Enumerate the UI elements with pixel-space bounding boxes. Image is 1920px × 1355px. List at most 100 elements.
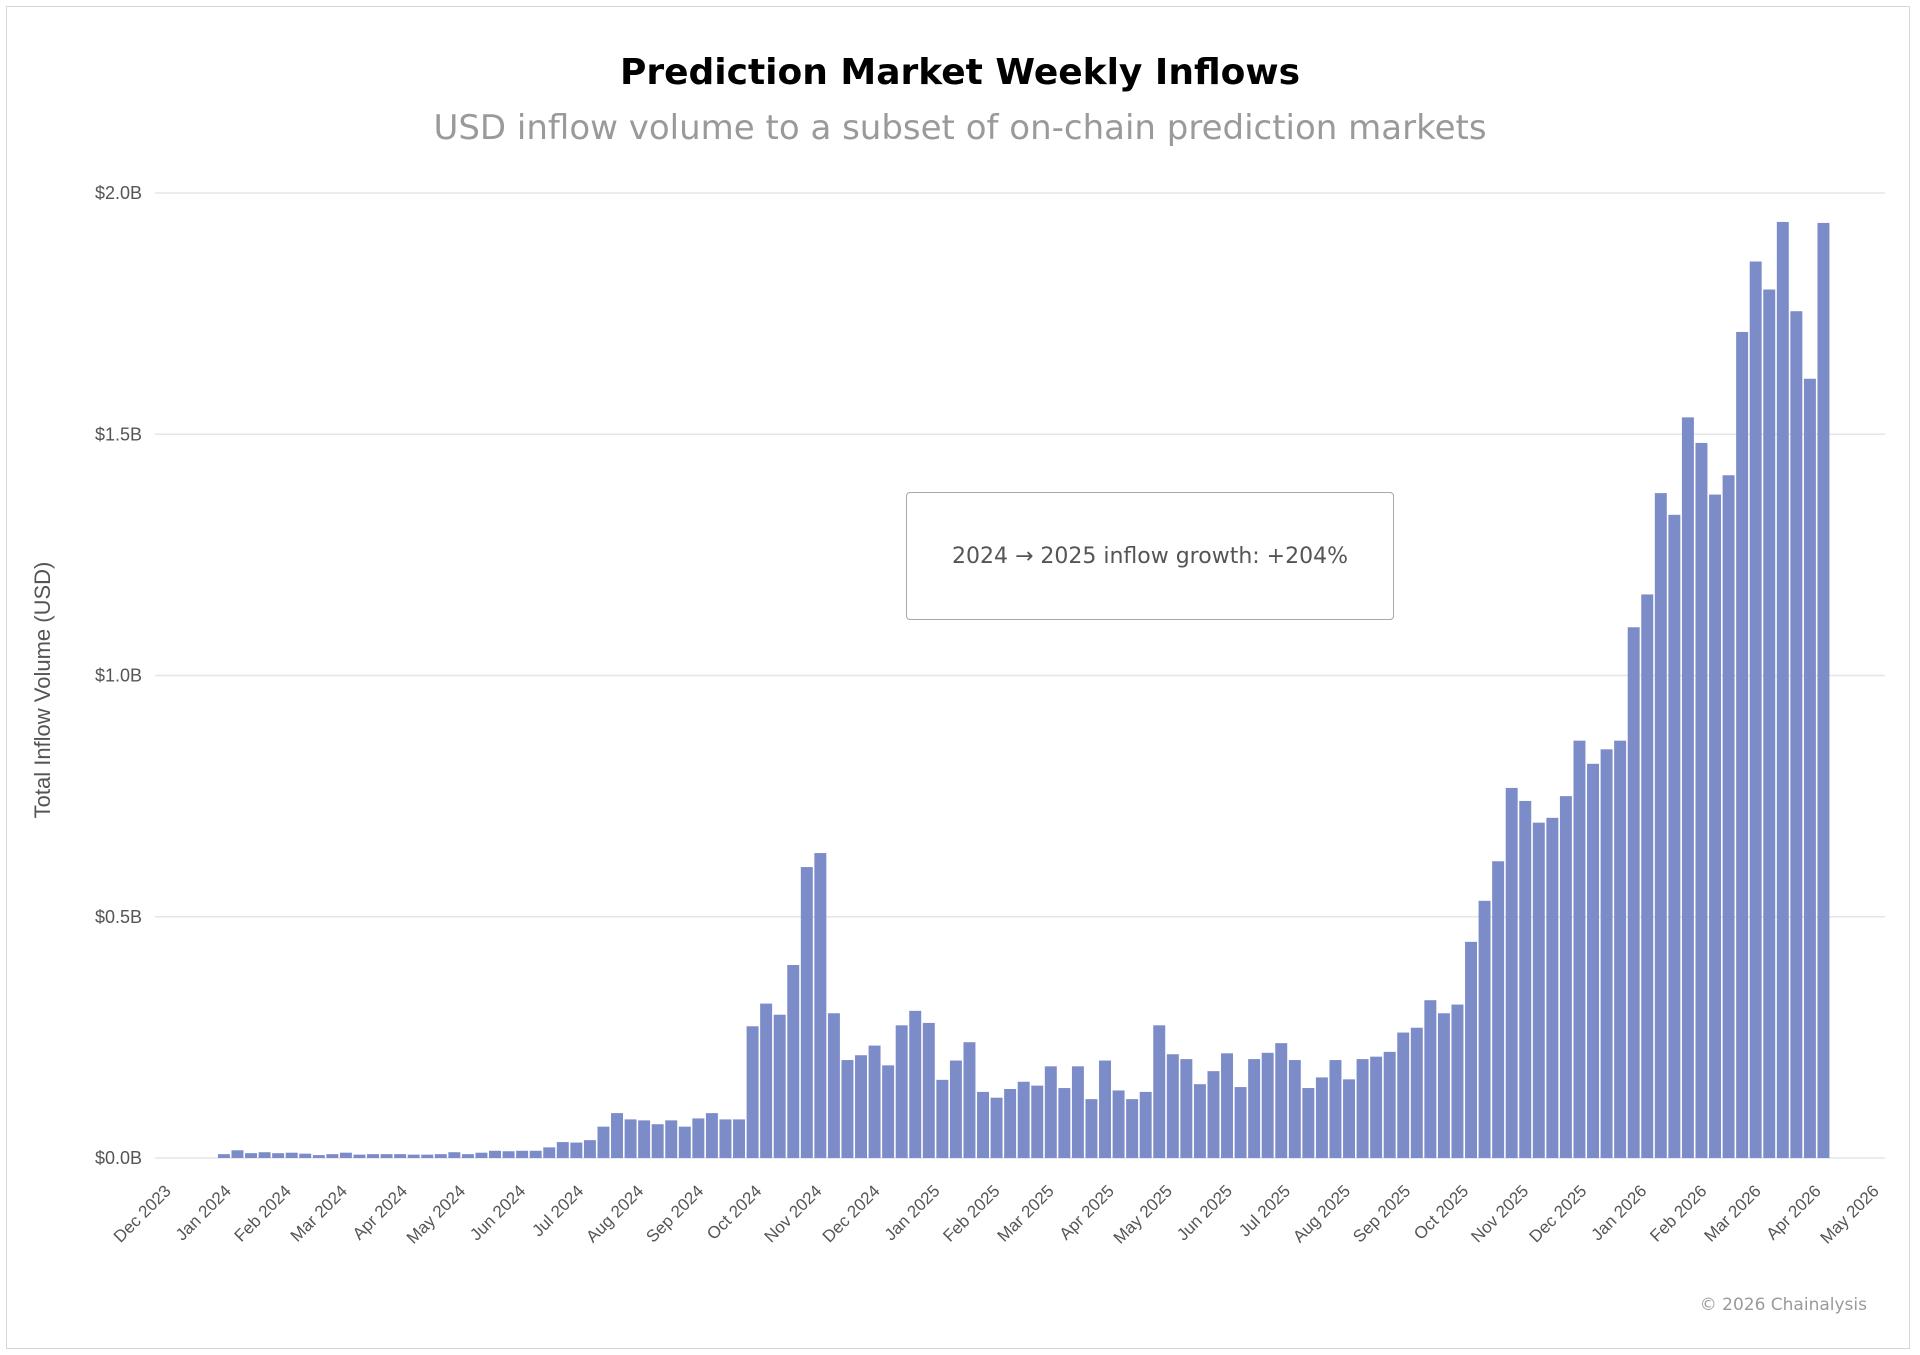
x-tick-label: Dec 2023 xyxy=(110,1181,175,1246)
bar xyxy=(1749,261,1762,1158)
bar xyxy=(882,1065,895,1158)
bar xyxy=(1139,1091,1152,1158)
x-tick-label: Dec 2024 xyxy=(819,1181,884,1246)
x-tick-label: May 2025 xyxy=(1110,1181,1176,1247)
bar xyxy=(1248,1059,1261,1158)
bar xyxy=(1465,941,1477,1158)
bar xyxy=(448,1152,461,1158)
bar xyxy=(624,1119,637,1158)
bar xyxy=(1288,1060,1301,1158)
x-tick-label: Dec 2025 xyxy=(1526,1181,1591,1246)
bar xyxy=(1112,1090,1125,1158)
x-tick-label: Feb 2025 xyxy=(939,1181,1003,1245)
bar xyxy=(1017,1081,1030,1158)
bar xyxy=(299,1153,312,1158)
bar xyxy=(489,1150,501,1158)
bar xyxy=(1573,740,1586,1158)
bar xyxy=(1166,1054,1179,1158)
y-tick-label: $1.0B xyxy=(95,666,142,686)
bar xyxy=(1343,1079,1355,1158)
bar xyxy=(1559,796,1572,1159)
x-tick-label: May 2026 xyxy=(1817,1181,1883,1247)
bar xyxy=(1478,900,1491,1158)
bar xyxy=(1085,1099,1098,1158)
bar xyxy=(312,1155,325,1158)
bar xyxy=(597,1126,610,1158)
bar xyxy=(231,1150,244,1158)
bar xyxy=(949,1060,962,1158)
chart-title: Prediction Market Weekly Inflows xyxy=(619,52,1301,93)
bar xyxy=(1261,1052,1274,1158)
bar xyxy=(570,1142,583,1158)
bar xyxy=(814,853,827,1158)
y-tick-label: $0.5B xyxy=(95,907,142,927)
growth-annotation: 2024 → 2025 inflow growth: +204% xyxy=(906,492,1394,620)
y-axis-ticks: $0.0B $0.5B $1.0B $1.5B $2.0B xyxy=(95,183,142,1168)
bar xyxy=(1126,1099,1139,1158)
bar xyxy=(1370,1056,1383,1158)
bar xyxy=(1492,861,1505,1158)
y-axis-label: Total Inflow Volume (USD) xyxy=(30,562,55,819)
bar xyxy=(583,1140,596,1158)
bar xyxy=(800,867,813,1158)
bar xyxy=(1315,1077,1328,1158)
bar xyxy=(1519,800,1532,1158)
bar xyxy=(353,1154,366,1158)
bar xyxy=(733,1119,745,1158)
bar xyxy=(217,1154,230,1158)
bar xyxy=(1071,1066,1084,1158)
bar xyxy=(1763,289,1776,1158)
bar xyxy=(1722,475,1735,1158)
bar xyxy=(1099,1060,1111,1158)
bar xyxy=(326,1154,339,1158)
x-tick-label: Aug 2025 xyxy=(1289,1181,1354,1246)
bar xyxy=(502,1151,515,1158)
bar xyxy=(1546,817,1559,1158)
bar xyxy=(827,1013,840,1158)
bar xyxy=(394,1154,407,1158)
bar xyxy=(922,1022,935,1158)
bar xyxy=(407,1154,420,1158)
bar xyxy=(1058,1088,1071,1158)
bar xyxy=(990,1097,1003,1158)
bar xyxy=(245,1153,257,1158)
bar xyxy=(1044,1066,1057,1158)
x-tick-label: Nov 2025 xyxy=(1467,1181,1532,1246)
bar xyxy=(421,1154,434,1158)
y-tick-label: $0.0B xyxy=(95,1148,142,1168)
bar xyxy=(1627,627,1640,1158)
bar xyxy=(841,1060,854,1158)
bar xyxy=(543,1147,556,1158)
x-tick-label: Jun 2025 xyxy=(1173,1181,1236,1244)
bar xyxy=(1329,1060,1342,1158)
bar xyxy=(1668,514,1681,1158)
bar xyxy=(1302,1088,1315,1158)
bar xyxy=(1004,1089,1017,1158)
bar xyxy=(1587,763,1599,1158)
x-tick-label: Jan 2024 xyxy=(172,1181,235,1244)
bar xyxy=(760,1003,773,1158)
bar xyxy=(475,1152,488,1158)
bar xyxy=(977,1091,989,1158)
x-tick-label: Oct 2024 xyxy=(703,1181,765,1243)
bar xyxy=(367,1154,379,1158)
bar xyxy=(719,1119,732,1158)
x-tick-label: May 2024 xyxy=(403,1181,469,1247)
bar xyxy=(1193,1084,1206,1158)
bar xyxy=(1356,1059,1369,1158)
bar xyxy=(1424,1000,1437,1158)
bar xyxy=(258,1152,271,1158)
bar xyxy=(339,1152,352,1158)
bar xyxy=(1180,1059,1193,1158)
x-tick-label: Feb 2026 xyxy=(1646,1181,1710,1245)
y-tick-label: $2.0B xyxy=(95,183,142,203)
copyright-credit: © 2026 Chainalysis xyxy=(1699,1295,1867,1315)
x-tick-label: Sep 2024 xyxy=(642,1181,707,1246)
bar xyxy=(1437,1013,1450,1158)
bar xyxy=(1451,1004,1464,1158)
bar xyxy=(1234,1087,1247,1158)
bar xyxy=(516,1150,529,1158)
bar xyxy=(705,1113,718,1158)
bar xyxy=(1817,222,1830,1159)
bar xyxy=(461,1154,474,1158)
